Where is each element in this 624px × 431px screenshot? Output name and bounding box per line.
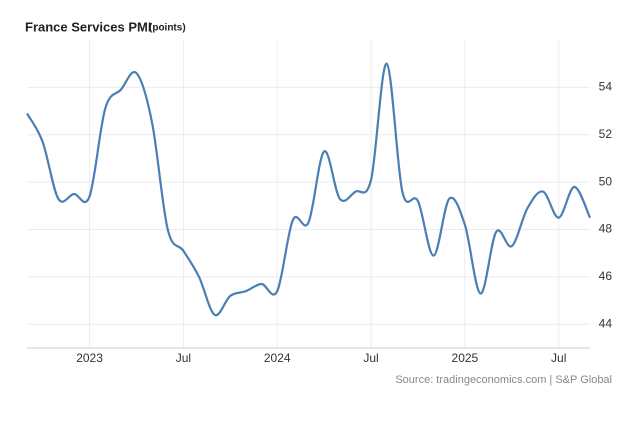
y-tick-label: 46 [599, 269, 613, 283]
line-series [26, 62, 592, 317]
x-tick-label: 2025 [452, 351, 479, 365]
x-tick-label: Jul [363, 351, 378, 365]
x-tick-label: Jul [551, 351, 566, 365]
source: Source: tradingeconomics.com | S&P Globa… [395, 374, 612, 386]
y-tick-label: 44 [599, 316, 613, 330]
chart-title: France Services PMI [25, 19, 151, 34]
y-tick-label: 52 [599, 127, 613, 141]
x-tick-label: 2024 [264, 351, 291, 365]
y-tick-label: 54 [599, 80, 613, 94]
y-tick-label: 50 [599, 174, 613, 188]
x-tick-label: 2023 [76, 351, 103, 365]
unit-label: (points) [149, 23, 186, 34]
y-tick-label: 48 [599, 222, 613, 236]
x-tick-label: Jul [176, 351, 191, 365]
